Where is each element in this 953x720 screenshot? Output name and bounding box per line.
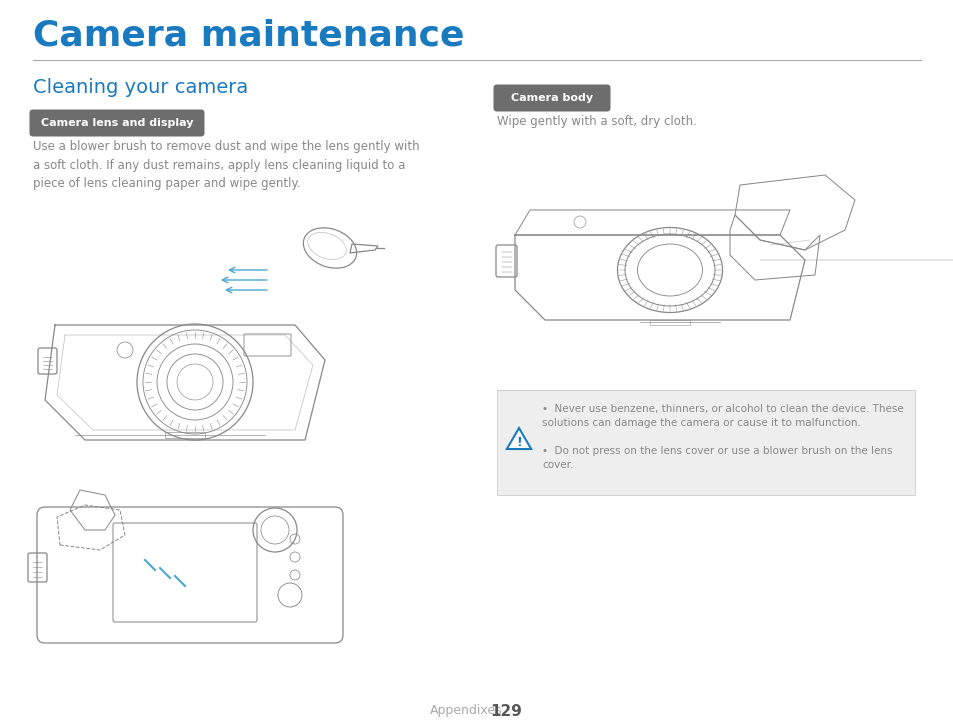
FancyBboxPatch shape [497,390,914,495]
FancyBboxPatch shape [493,84,610,112]
Text: Camera maintenance: Camera maintenance [33,18,464,52]
Text: •  Never use benzene, thinners, or alcohol to clean the device. These
solutions : • Never use benzene, thinners, or alcoho… [541,404,902,428]
Bar [649,320,689,325]
Bar [165,432,205,438]
Text: Appendixes: Appendixes [430,704,502,717]
Text: Wipe gently with a soft, dry cloth.: Wipe gently with a soft, dry cloth. [497,115,696,128]
Text: Use a blower brush to remove dust and wipe the lens gently with
a soft cloth. If: Use a blower brush to remove dust and wi… [33,140,419,190]
Text: Camera lens and display: Camera lens and display [41,118,193,128]
Text: 129: 129 [490,704,521,719]
Polygon shape [506,428,531,449]
Text: •  Do not press on the lens cover or use a blower brush on the lens
cover.: • Do not press on the lens cover or use … [541,446,892,470]
Text: !: ! [516,436,521,449]
Text: Camera body: Camera body [511,93,593,103]
FancyBboxPatch shape [30,109,204,137]
Text: Cleaning your camera: Cleaning your camera [33,78,248,97]
